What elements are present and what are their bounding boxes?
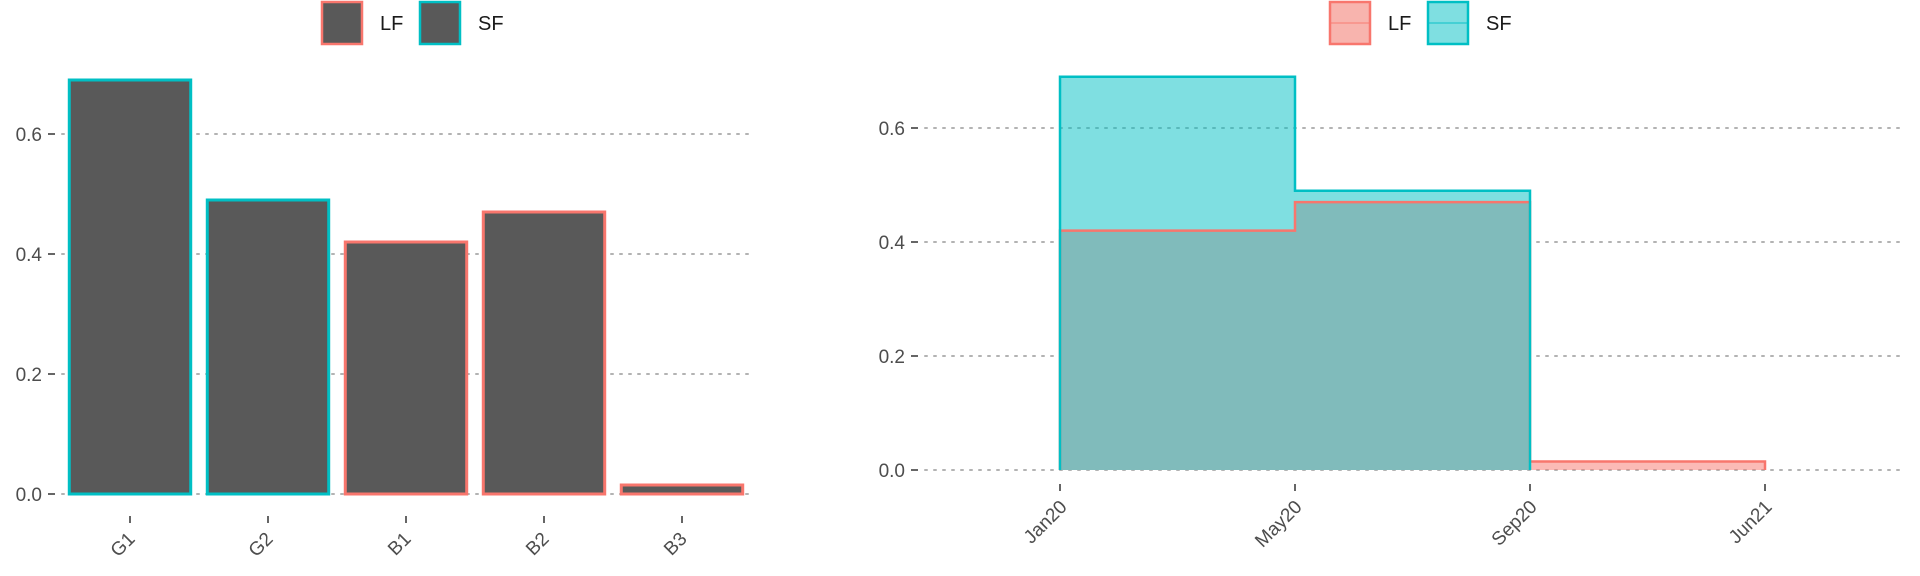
area-chart-areas: [1058, 75, 1767, 470]
bar-b1: [343, 240, 469, 496]
series-line-sf: [1058, 75, 1532, 470]
bar-chart-x-axis: G1 G2 B1 B2 B3: [107, 516, 692, 561]
legend-key-lf: [320, 0, 364, 46]
y-tick-label: 0.4: [879, 233, 906, 254]
x-tick-label: May20: [1251, 497, 1306, 552]
legend-label-lf: LF: [1388, 13, 1411, 35]
bar-g2: [205, 198, 331, 496]
x-tick-label: Jun21: [1725, 497, 1776, 548]
x-tick-label: G1: [107, 529, 140, 562]
x-tick-label: Sep20: [1488, 497, 1542, 551]
area-chart-x-axis: Jan20 May20 Sep20 Jun21: [1020, 484, 1777, 552]
legend-label-lf: LF: [380, 13, 403, 35]
bar-b3: [619, 483, 745, 496]
area-band-overlap: [1060, 230, 1295, 470]
bar-b2: [481, 210, 607, 496]
x-tick-label: Jan20: [1020, 497, 1071, 548]
x-tick-label: B3: [660, 529, 691, 560]
step-area-chart-panel: LF SF 0.0 0.2 0.4 0.6 Jan20 May20 Sep20 Jun21: [879, 0, 1906, 552]
bar-chart-y-axis: 0.0 0.2 0.4 0.6: [16, 125, 55, 506]
y-tick-label: 0.0: [16, 485, 42, 506]
y-tick-label: 0.4: [16, 245, 43, 266]
y-tick-label: 0.6: [16, 125, 42, 146]
x-tick-label: B1: [384, 529, 415, 560]
area-chart-legend: LF SF: [1328, 0, 1512, 46]
y-tick-label: 0.2: [879, 347, 905, 368]
y-tick-label: 0.2: [16, 365, 42, 386]
area-band-upper: [1060, 76, 1295, 231]
legend-label-sf: SF: [478, 13, 504, 35]
legend-label-sf: SF: [1486, 13, 1512, 35]
x-tick-label: B2: [522, 529, 553, 560]
area-chart-y-axis: 0.0 0.2 0.4 0.6: [879, 119, 918, 482]
bar-chart-legend: LF SF: [320, 0, 504, 46]
area-band-overlap: [1295, 202, 1530, 470]
area-band-upper: [1295, 190, 1530, 203]
series-line-lf: [1058, 200, 1767, 470]
area-band-lf: [1530, 461, 1765, 470]
x-tick-label: G2: [245, 529, 278, 562]
bar-chart-bars: [67, 78, 745, 496]
legend-key-sf: [418, 0, 462, 46]
bar-chart-panel: LF SF 0.0 0.2 0.4 0.6 G1 G2 B1 B2 B3: [16, 0, 753, 561]
bar-g1: [67, 78, 193, 496]
y-tick-label: 0.6: [879, 119, 905, 140]
y-tick-label: 0.0: [879, 461, 905, 482]
